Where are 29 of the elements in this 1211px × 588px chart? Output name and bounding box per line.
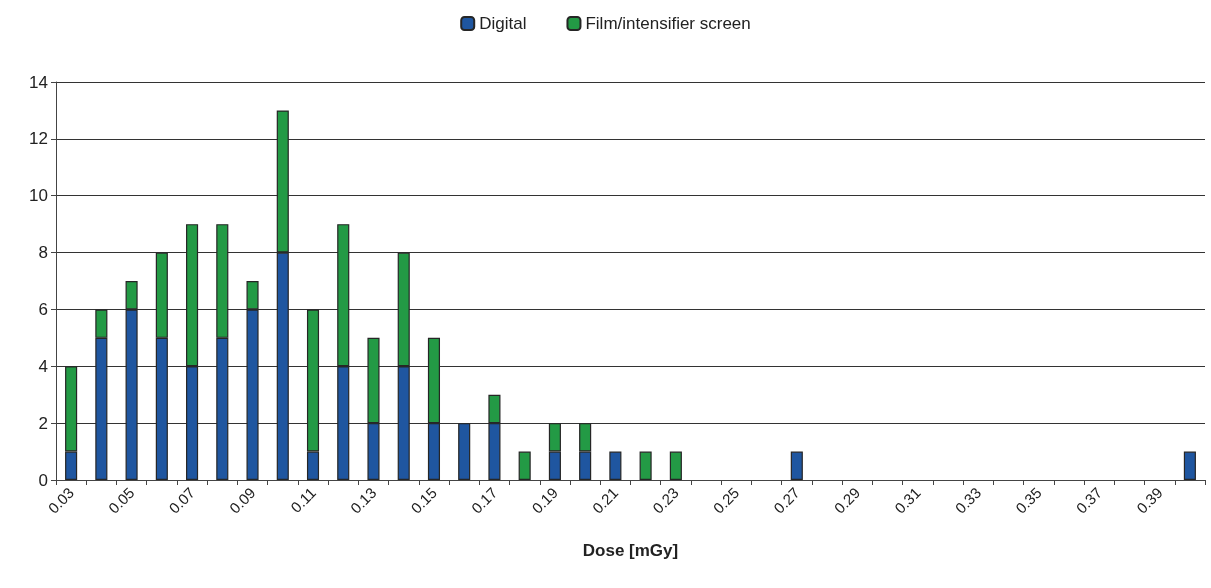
y-tick-label: 2 (38, 413, 48, 433)
x-tick-label: 0.13 (346, 483, 380, 517)
bar (1183, 451, 1196, 480)
bar (790, 451, 803, 480)
bar (609, 451, 622, 480)
x-axis-title: Dose [mGy] (582, 541, 679, 560)
x-tick-label: 0.19 (528, 483, 561, 517)
x-tick-label: 0.11 (287, 483, 320, 516)
x-tick-label: 0.33 (951, 483, 985, 517)
x-tick-label: 0.31 (891, 483, 924, 517)
bar (458, 423, 471, 480)
y-tick-label: 10 (29, 186, 48, 206)
legend-label: Film/intensifier screen (585, 14, 751, 33)
x-tick-label: 0.09 (225, 483, 259, 517)
x-tick-label: 0.21 (588, 483, 622, 517)
y-tick-label: 4 (38, 356, 48, 376)
x-tick-label: 0.39 (1133, 483, 1166, 517)
bar (669, 451, 682, 480)
x-tick-label: 0.23 (649, 483, 682, 517)
y-tick-label: 0 (38, 470, 48, 490)
y-tick-label: 14 (29, 72, 48, 92)
x-tick-label: 0.25 (709, 483, 743, 517)
bar (518, 451, 531, 480)
x-tick-label: 0.29 (830, 483, 864, 517)
y-tick-label: 6 (38, 299, 48, 319)
y-tick-label: 8 (38, 243, 48, 263)
bar (639, 451, 652, 480)
y-tick-label: 12 (29, 129, 48, 149)
legend-label: Digital (479, 14, 527, 33)
